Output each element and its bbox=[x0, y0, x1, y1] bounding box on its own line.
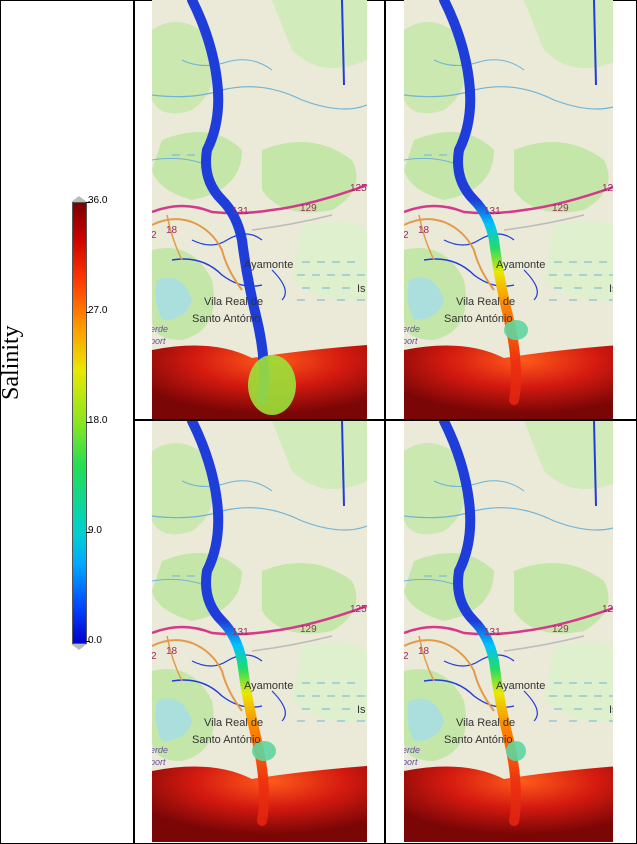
map-panel-bottom-left: 131 129 125 18 2 Ayamonte Vila Real de S… bbox=[152, 421, 367, 842]
salinity-legend: Salinity 36.0 27.0 18.0 9.0 0.0 bbox=[0, 0, 134, 844]
svg-text:Vila Real de: Vila Real de bbox=[456, 717, 515, 729]
svg-text:erde: erde bbox=[404, 324, 420, 334]
svg-text:Vila Real de: Vila Real de bbox=[204, 717, 263, 729]
svg-text:131: 131 bbox=[232, 206, 249, 217]
svg-text:Ayamonte: Ayamonte bbox=[244, 680, 293, 692]
tick-36: 36.0 bbox=[88, 195, 108, 206]
svg-text:Is: Is bbox=[357, 704, 366, 716]
map-panel-bottom-right: 131 129 125 18 2 Ayamonte Vila Real de S… bbox=[404, 421, 613, 842]
svg-text:Vila Real de: Vila Real de bbox=[204, 296, 263, 308]
svg-text:125: 125 bbox=[350, 183, 367, 194]
guadiana-river bbox=[187, 421, 270, 826]
svg-text:port: port bbox=[152, 336, 166, 346]
legend-title: Salinity bbox=[0, 325, 24, 400]
road-main bbox=[404, 606, 613, 636]
ocean-salinity bbox=[404, 766, 613, 842]
svg-text:port: port bbox=[152, 757, 166, 767]
road-secondary bbox=[404, 639, 495, 712]
svg-text:Vila Real de: Vila Real de bbox=[456, 296, 515, 308]
svg-text:125: 125 bbox=[350, 604, 367, 615]
tick-9: 9.0 bbox=[88, 525, 102, 536]
road-main bbox=[152, 604, 367, 636]
river-plume bbox=[504, 320, 528, 340]
svg-text:Is: Is bbox=[609, 704, 613, 716]
svg-text:Ayamonte: Ayamonte bbox=[244, 259, 293, 271]
svg-text:18: 18 bbox=[418, 225, 430, 236]
svg-text:125: 125 bbox=[602, 183, 613, 194]
svg-text:2: 2 bbox=[404, 230, 409, 241]
svg-text:129: 129 bbox=[552, 203, 569, 214]
colorbar-top-arrow bbox=[71, 196, 87, 202]
road-secondary bbox=[152, 218, 243, 291]
map-svg-1: 131 129 125 18 2 Ayamonte Vila Real de S… bbox=[152, 0, 367, 419]
svg-text:erde: erde bbox=[404, 745, 420, 755]
svg-text:port: port bbox=[404, 336, 418, 346]
svg-text:131: 131 bbox=[484, 206, 501, 217]
svg-text:Santo António: Santo António bbox=[192, 313, 261, 325]
svg-text:Is: Is bbox=[609, 283, 613, 295]
river-plume bbox=[506, 741, 526, 761]
svg-text:Is: Is bbox=[357, 283, 366, 295]
road-main bbox=[152, 183, 367, 215]
svg-text:erde: erde bbox=[152, 324, 168, 334]
channel-line bbox=[593, 0, 597, 86]
river-plume bbox=[252, 741, 276, 761]
svg-text:Santo António: Santo António bbox=[192, 734, 261, 746]
svg-text:18: 18 bbox=[418, 646, 430, 657]
divider-horizontal bbox=[133, 419, 637, 421]
svg-text:Ayamonte: Ayamonte bbox=[496, 680, 545, 692]
colorbar bbox=[72, 202, 87, 644]
river-plume bbox=[248, 355, 296, 415]
svg-text:125: 125 bbox=[602, 604, 613, 615]
svg-text:18: 18 bbox=[166, 646, 178, 657]
channel-line bbox=[593, 421, 597, 507]
svg-text:2: 2 bbox=[152, 230, 157, 241]
svg-text:18: 18 bbox=[166, 225, 178, 236]
road-secondary bbox=[404, 218, 495, 291]
tick-0: 0.0 bbox=[88, 635, 102, 646]
svg-text:erde: erde bbox=[152, 745, 168, 755]
colorbar-bottom-arrow bbox=[71, 644, 87, 650]
svg-text:131: 131 bbox=[232, 627, 249, 638]
map-panel-top-right: 131 129 125 18 2 Ayamonte Vila Real de S… bbox=[404, 0, 613, 419]
map-svg-3: 131 129 125 18 2 Ayamonte Vila Real de S… bbox=[152, 421, 367, 842]
svg-text:129: 129 bbox=[552, 624, 569, 635]
svg-text:Ayamonte: Ayamonte bbox=[496, 259, 545, 271]
ocean-salinity bbox=[404, 345, 613, 419]
divider-left bbox=[133, 0, 135, 844]
road-main bbox=[404, 185, 613, 215]
divider-middle bbox=[384, 0, 386, 844]
svg-text:Santo António: Santo António bbox=[444, 734, 513, 746]
svg-text:129: 129 bbox=[300, 624, 317, 635]
svg-text:Santo António: Santo António bbox=[444, 313, 513, 325]
guadiana-river bbox=[439, 421, 522, 826]
tick-27: 27.0 bbox=[88, 305, 108, 316]
map-svg-2: 131 129 125 18 2 Ayamonte Vila Real de S… bbox=[404, 0, 613, 419]
channel-line bbox=[341, 421, 345, 507]
svg-text:2: 2 bbox=[152, 651, 157, 662]
svg-text:2: 2 bbox=[404, 651, 409, 662]
map-svg-4: 131 129 125 18 2 Ayamonte Vila Real de S… bbox=[404, 421, 613, 842]
svg-text:129: 129 bbox=[300, 203, 317, 214]
map-panel-top-left: 131 129 125 18 2 Ayamonte Vila Real de S… bbox=[152, 0, 367, 419]
guadiana-river bbox=[439, 0, 522, 405]
tick-18: 18.0 bbox=[88, 415, 108, 426]
road-secondary bbox=[152, 639, 243, 712]
svg-text:port: port bbox=[404, 757, 418, 767]
channel-line bbox=[341, 0, 345, 86]
svg-text:131: 131 bbox=[484, 627, 501, 638]
